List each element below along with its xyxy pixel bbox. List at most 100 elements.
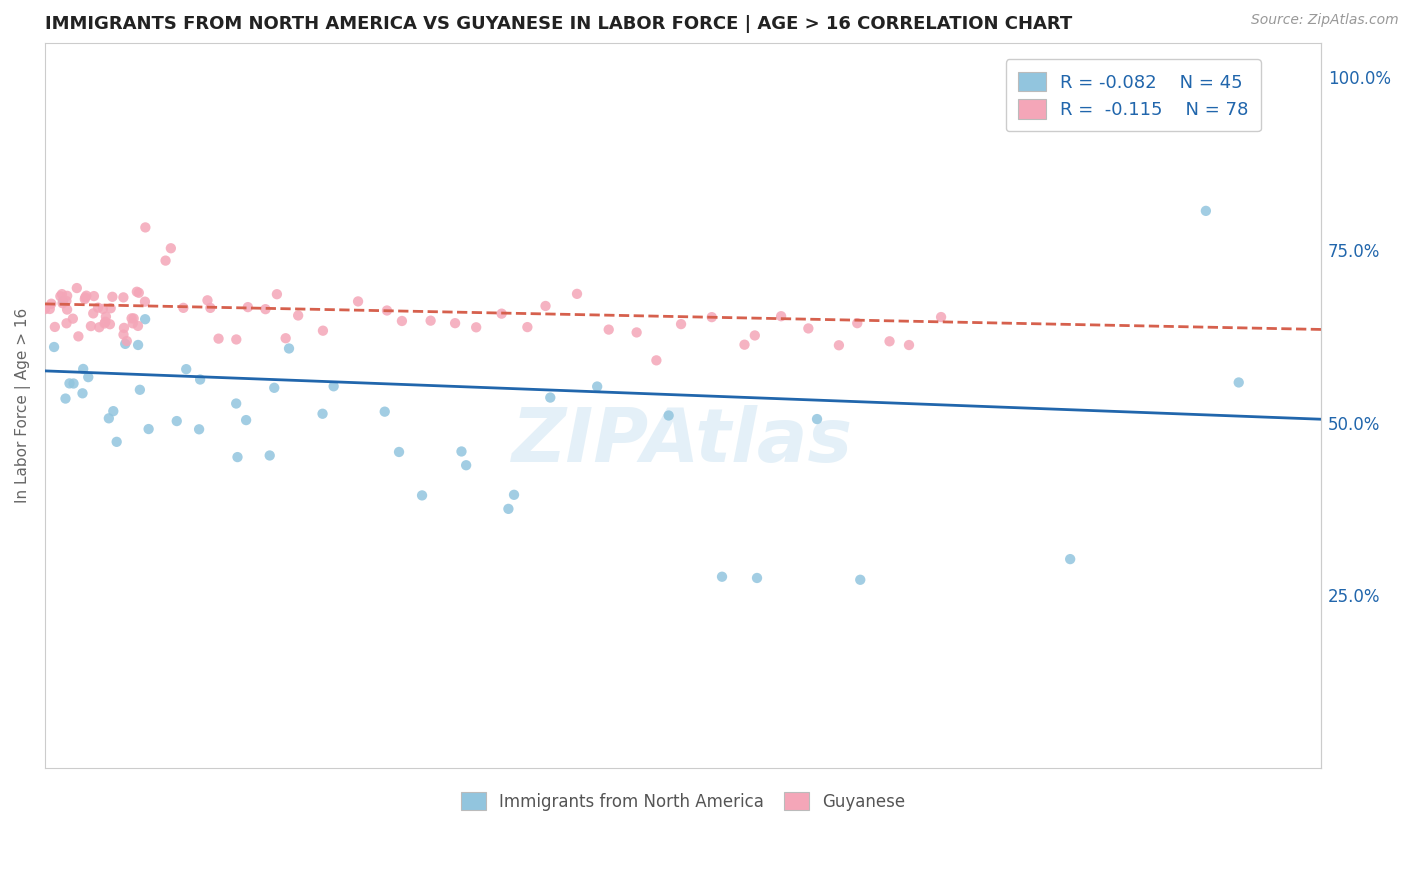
Point — [312, 324, 335, 338]
Point — [374, 405, 396, 419]
Text: IMMIGRANTS FROM NORTH AMERICA VS GUYANESE IN LABOR FORCE | AGE > 16 CORRELATION : IMMIGRANTS FROM NORTH AMERICA VS GUYANES… — [45, 15, 1073, 33]
Point — [498, 501, 520, 516]
Point — [266, 287, 288, 301]
Point — [391, 314, 413, 328]
Point — [465, 320, 488, 334]
Point — [700, 310, 723, 325]
Point — [849, 573, 872, 587]
Point — [114, 337, 136, 351]
Point — [172, 301, 194, 315]
Point — [197, 293, 219, 308]
Point — [287, 309, 309, 323]
Point — [745, 571, 768, 585]
Point — [225, 333, 247, 347]
Point — [879, 334, 901, 349]
Point — [128, 383, 150, 397]
Point — [97, 411, 120, 425]
Point — [322, 379, 344, 393]
Point — [101, 290, 124, 304]
Point — [105, 434, 128, 449]
Point — [39, 297, 62, 311]
Text: Source: ZipAtlas.com: Source: ZipAtlas.com — [1251, 13, 1399, 28]
Point — [55, 392, 77, 406]
Point — [66, 281, 89, 295]
Point — [658, 409, 681, 423]
Point — [669, 317, 692, 331]
Point — [200, 301, 222, 315]
Point — [254, 302, 277, 317]
Point — [274, 331, 297, 345]
Point — [55, 316, 77, 330]
Point — [115, 334, 138, 348]
Point — [138, 422, 160, 436]
Point — [160, 241, 183, 255]
Point — [188, 372, 211, 386]
Point — [898, 338, 921, 352]
Point — [51, 287, 73, 301]
Point — [72, 386, 94, 401]
Point — [127, 338, 149, 352]
Point — [347, 294, 370, 309]
Point — [94, 315, 117, 329]
Point — [134, 220, 156, 235]
Point — [734, 337, 756, 351]
Point — [166, 414, 188, 428]
Point — [121, 316, 143, 330]
Point — [94, 310, 117, 324]
Point — [263, 381, 285, 395]
Point — [72, 362, 94, 376]
Point — [125, 285, 148, 299]
Point — [538, 391, 561, 405]
Point — [711, 570, 734, 584]
Point — [73, 292, 96, 306]
Point — [155, 253, 177, 268]
Point — [797, 321, 820, 335]
Point — [134, 294, 156, 309]
Point — [444, 316, 467, 330]
Point — [77, 370, 100, 384]
Point — [626, 326, 648, 340]
Legend: Immigrants from North America, Guyanese: Immigrants from North America, Guyanese — [454, 786, 912, 818]
Point — [516, 320, 538, 334]
Point — [56, 289, 79, 303]
Point — [67, 329, 90, 343]
Point — [49, 289, 72, 303]
Point — [586, 379, 609, 393]
Point — [62, 376, 84, 391]
Point — [388, 445, 411, 459]
Point — [75, 290, 97, 304]
Point — [491, 307, 513, 321]
Point — [174, 362, 197, 376]
Point — [411, 488, 433, 502]
Point — [534, 299, 557, 313]
Point — [645, 353, 668, 368]
Point — [806, 412, 828, 426]
Point — [52, 293, 75, 308]
Point — [62, 311, 84, 326]
Point — [128, 285, 150, 300]
Point — [236, 300, 259, 314]
Point — [235, 413, 257, 427]
Point — [225, 396, 247, 410]
Point — [80, 319, 103, 334]
Point — [207, 332, 229, 346]
Point — [311, 407, 333, 421]
Point — [55, 293, 77, 308]
Point — [112, 327, 135, 342]
Point — [1227, 376, 1250, 390]
Point — [278, 342, 301, 356]
Point — [770, 309, 793, 323]
Point — [744, 328, 766, 343]
Point — [83, 289, 105, 303]
Point — [100, 301, 122, 316]
Point — [44, 320, 66, 334]
Point — [38, 301, 60, 316]
Point — [121, 311, 143, 326]
Point — [134, 312, 156, 326]
Point — [419, 313, 441, 327]
Point — [929, 310, 952, 324]
Point — [450, 444, 472, 458]
Point — [87, 301, 110, 315]
Point — [98, 318, 121, 332]
Point — [259, 449, 281, 463]
